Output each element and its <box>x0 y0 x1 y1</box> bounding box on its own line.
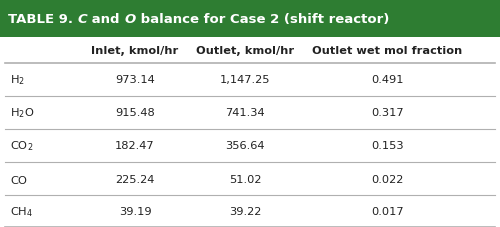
Text: balance for Case 2 (shift reactor): balance for Case 2 (shift reactor) <box>136 12 389 26</box>
Text: 182.47: 182.47 <box>115 141 155 151</box>
Text: 973.14: 973.14 <box>115 75 155 85</box>
Text: $\mathrm{CO_2}$: $\mathrm{CO_2}$ <box>10 139 34 153</box>
Text: 0.017: 0.017 <box>371 206 404 216</box>
Text: $\mathrm{H_2O}$: $\mathrm{H_2O}$ <box>10 106 34 120</box>
Text: $\mathrm{CH_4}$: $\mathrm{CH_4}$ <box>10 204 33 218</box>
Text: Outlet, kmol/hr: Outlet, kmol/hr <box>196 46 294 56</box>
Text: 0.153: 0.153 <box>371 141 404 151</box>
Text: $\mathrm{CO}$: $\mathrm{CO}$ <box>10 173 28 185</box>
Text: 39.19: 39.19 <box>118 206 152 216</box>
Text: 39.22: 39.22 <box>229 206 261 216</box>
Text: Inlet, kmol/hr: Inlet, kmol/hr <box>92 46 178 56</box>
Text: 0.317: 0.317 <box>371 108 404 118</box>
Text: 225.24: 225.24 <box>116 174 154 184</box>
Text: O: O <box>124 12 136 26</box>
Text: Outlet wet mol fraction: Outlet wet mol fraction <box>312 46 462 56</box>
Text: 0.491: 0.491 <box>371 75 404 85</box>
Text: 0.022: 0.022 <box>372 174 404 184</box>
Text: 51.02: 51.02 <box>229 174 261 184</box>
Text: TABLE 9.: TABLE 9. <box>8 12 78 26</box>
Text: C: C <box>78 12 88 26</box>
Text: 741.34: 741.34 <box>225 108 265 118</box>
Text: 915.48: 915.48 <box>115 108 155 118</box>
Text: 1,147.25: 1,147.25 <box>220 75 270 85</box>
Text: and: and <box>88 12 124 26</box>
Text: 356.64: 356.64 <box>225 141 265 151</box>
Text: $\mathrm{H_2}$: $\mathrm{H_2}$ <box>10 73 25 87</box>
